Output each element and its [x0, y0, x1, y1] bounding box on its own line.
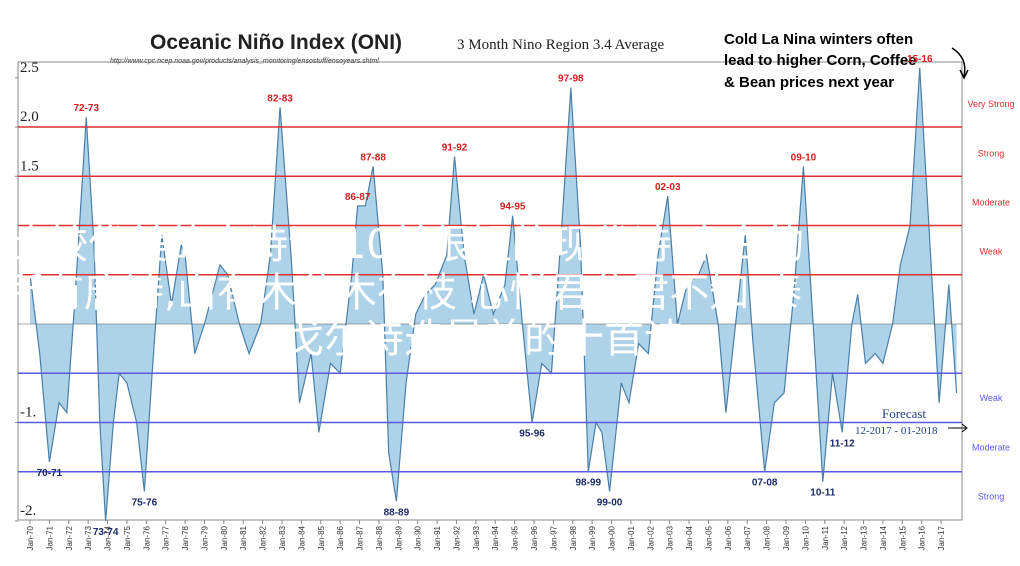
- x-tick-label: Jan-81: [239, 525, 248, 550]
- overlay-line: 戈尔诗选最美的十首诗: [284, 316, 684, 362]
- x-tick-label: Jan-90: [414, 525, 423, 550]
- plot-frame: [17, 61, 963, 521]
- x-tick-label: Jan-78: [181, 525, 190, 550]
- strength-label: Moderate: [972, 442, 1010, 452]
- x-tick-label: Jan-87: [356, 525, 365, 550]
- y-tick-label: 1.5: [20, 158, 39, 174]
- x-tick-label: Jan-95: [511, 525, 520, 550]
- x-tick-label: Jan-85: [317, 525, 326, 550]
- x-tick-label: Jan-94: [491, 525, 500, 550]
- x-tick-label: Jan-06: [724, 525, 733, 550]
- x-tick-label: Jan-76: [142, 525, 151, 550]
- x-tick-label: Jan-11: [821, 525, 830, 549]
- x-tick-label: Jan-00: [608, 525, 617, 550]
- episode-label: 07-08: [752, 478, 778, 489]
- episode-label: 86-87: [345, 192, 371, 203]
- episode-label: 97-98: [558, 74, 584, 85]
- strength-label: Strong: [978, 492, 1005, 502]
- x-tick-label: Jan-05: [704, 525, 713, 550]
- strength-label: Strong: [978, 148, 1005, 158]
- y-tick-label: -2.: [20, 503, 36, 519]
- x-tick-label: Jan-91: [433, 525, 442, 550]
- episode-label: 09-10: [791, 152, 817, 163]
- episode-label: 75-76: [132, 497, 158, 508]
- strength-label: Moderate: [972, 198, 1010, 208]
- x-tick-label: Jan-14: [879, 525, 888, 550]
- episode-label: 87-88: [360, 152, 386, 163]
- x-tick-label: Jan-72: [65, 525, 74, 550]
- episode-label: 70-71: [37, 468, 63, 479]
- x-tick-label: Jan-71: [45, 525, 54, 550]
- episode-label: 11-12: [830, 438, 855, 449]
- x-tick-label: Jan-88: [375, 525, 384, 550]
- chart-subtitle: 3 Month Nino Region 3.4 Average: [457, 37, 665, 53]
- x-tick-label: Jan-01: [627, 525, 636, 550]
- episode-label: 94-95: [500, 202, 526, 213]
- x-tick-label: Jan-16: [918, 525, 927, 550]
- x-tick-label: Jan-12: [840, 525, 849, 550]
- episode-label: 72-73: [73, 103, 99, 114]
- x-tick-label: Jan-77: [162, 525, 171, 550]
- strength-label: Very Strong: [967, 99, 1014, 109]
- chart-title: Oceanic Niño Index (ONI): [150, 31, 402, 54]
- episode-label: 88-89: [384, 507, 410, 518]
- episode-label: 10-11: [810, 488, 835, 499]
- overlay-line: 所有唐诗,山有木兮木有枝 心悦君兮君不知,泰: [4, 270, 802, 316]
- callout-line: & Bean prices next year: [724, 74, 894, 91]
- episode-label: 95-96: [519, 428, 545, 439]
- strength-label: Weak: [980, 393, 1003, 403]
- callout-line: lead to higher Corn, Coffee: [724, 52, 917, 69]
- x-tick-label: Jan-04: [685, 525, 694, 550]
- episode-label: 91-92: [442, 143, 468, 154]
- x-tick-label: Jan-82: [259, 525, 268, 550]
- forecast-arrow: [948, 423, 968, 433]
- x-tick-label: Jan-07: [743, 525, 752, 550]
- episode-label: 99-00: [597, 497, 623, 508]
- x-tick-label: Jan-10: [801, 525, 810, 550]
- x-tick-label: Jan-98: [569, 525, 578, 550]
- callout-arrow-head: [959, 69, 969, 80]
- x-tick-label: Jan-75: [123, 525, 132, 550]
- callout: Cold La Nina winters often lead to highe…: [724, 31, 917, 91]
- forecast-label: Forecast: [882, 406, 926, 421]
- x-tick-label: Jan-86: [336, 525, 345, 550]
- x-tick-label: Jan-79: [200, 525, 209, 550]
- x-tick-label: Jan-83: [278, 525, 287, 550]
- y-tick-label: 2.0: [20, 109, 39, 125]
- episode-label: 82-83: [267, 93, 293, 104]
- area-fill: [30, 67, 957, 521]
- x-tick-label: Jan-99: [588, 525, 597, 550]
- episode-label: 98-99: [575, 478, 601, 489]
- x-tick-label: Jan-70: [26, 525, 35, 550]
- x-tick-label: Jan-93: [472, 525, 481, 550]
- x-tick-label: Jan-02: [646, 525, 655, 550]
- y-tick-label: -1.: [20, 404, 36, 420]
- x-tick-label: Jan-73: [84, 525, 93, 550]
- x-tick-label: Jan-84: [297, 525, 306, 550]
- x-tick-label: Jan-13: [860, 525, 869, 550]
- x-tick-label: Jan-15: [898, 525, 907, 550]
- callout-line: Cold La Nina winters often: [724, 31, 913, 48]
- x-tick-label: Jan-89: [394, 525, 403, 550]
- y-tick-label: 2.5: [20, 60, 39, 76]
- x-tick-label: Jan-96: [530, 525, 539, 550]
- area-line: [29, 67, 958, 522]
- x-tick-label: Jan-17: [937, 525, 946, 550]
- x-tick-label: Jan-74: [104, 525, 113, 550]
- x-tick-label: Jan-97: [549, 525, 558, 550]
- x-tick-label: Jan-03: [666, 525, 675, 550]
- strength-label: Weak: [980, 247, 1003, 257]
- episode-label: 73-74: [93, 527, 119, 538]
- x-tick-label: Jan-92: [452, 525, 461, 550]
- x-tick-label: Jan-08: [763, 525, 772, 550]
- episode-label: 15-16: [907, 54, 933, 65]
- overlay-line: 比较优美的古诗词,10首很短的现代诗,李白的: [8, 222, 804, 268]
- overlay: 比较优美的古诗词,10首很短的现代诗,李白的 所有唐诗,山有木兮木有枝 心悦君兮…: [4, 222, 804, 362]
- episode-label: 02-03: [655, 182, 681, 193]
- x-tick-label: Jan-09: [782, 525, 791, 550]
- forecast-range: 12-2017 - 01-2018: [855, 425, 938, 437]
- callout-arrow: [951, 47, 966, 77]
- x-tick-label: Jan-80: [220, 525, 229, 550]
